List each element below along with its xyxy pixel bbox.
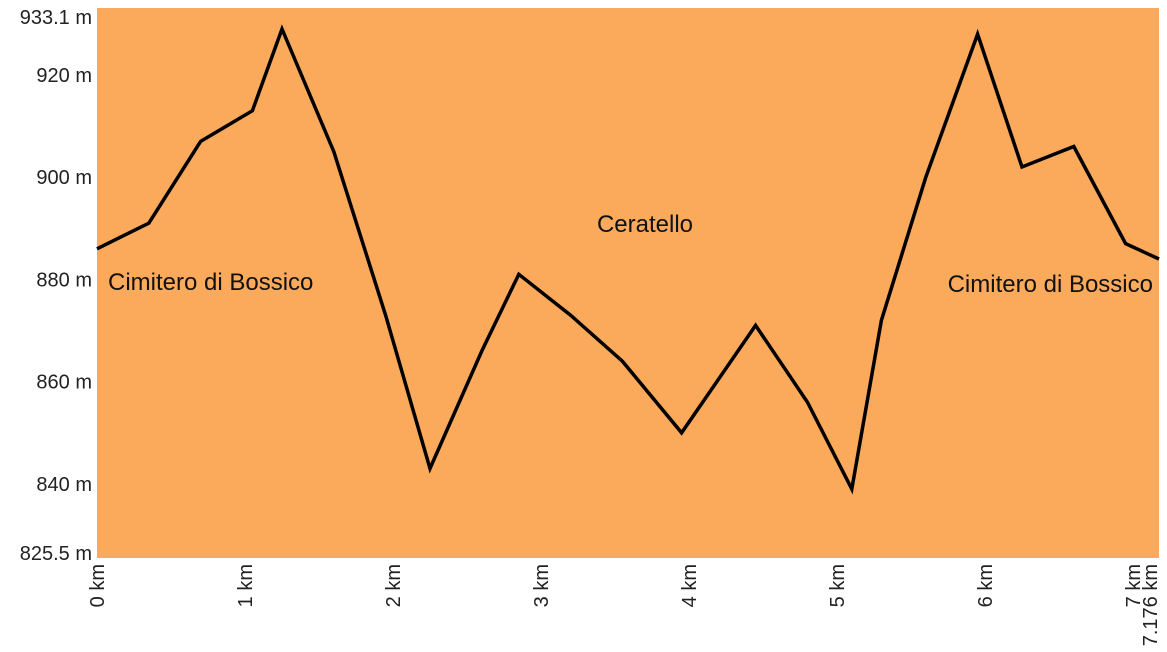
x-tick-label: 1 km	[235, 564, 257, 607]
y-axis: 825.5 m 840 m 860 m 880 m 900 m 920 m 933.1 m	[20, 7, 92, 565]
x-tick-label: 7.176 km	[1140, 564, 1162, 646]
x-tick-label: 2 km	[383, 564, 405, 607]
annotation-label: Cimitero di Bossico	[948, 271, 1153, 298]
x-tick-label: 5 km	[827, 564, 849, 607]
y-tick-label: 860 m	[36, 372, 92, 394]
plot-area	[97, 8, 1159, 558]
x-tick-label: 3 km	[531, 564, 553, 607]
y-tick-label: 825.5 m	[20, 543, 92, 565]
y-tick-label: 900 m	[36, 167, 92, 189]
y-tick-label: 920 m	[36, 65, 92, 87]
x-axis: 0 km 1 km 2 km 3 km 4 km 5 km 6 km 7 km7.176 km	[87, 564, 1162, 646]
y-tick-label: 880 m	[36, 269, 92, 291]
annotation-label: Ceratello	[597, 211, 693, 238]
x-tick-label: 6 km	[975, 564, 997, 607]
elevation-line	[96, 24, 1160, 495]
x-tick-label: 0 km	[87, 564, 109, 607]
x-tick-label: 4 km	[679, 564, 701, 607]
y-tick-label: 840 m	[36, 474, 92, 496]
annotation-label: Cimitero di Bossico	[108, 269, 313, 296]
y-tick-label: 933.1 m	[20, 7, 92, 29]
annotations: Cimitero di Bossico Ceratello Cimitero di …	[108, 211, 1153, 298]
x-tick-label: 7 km	[1123, 564, 1145, 607]
